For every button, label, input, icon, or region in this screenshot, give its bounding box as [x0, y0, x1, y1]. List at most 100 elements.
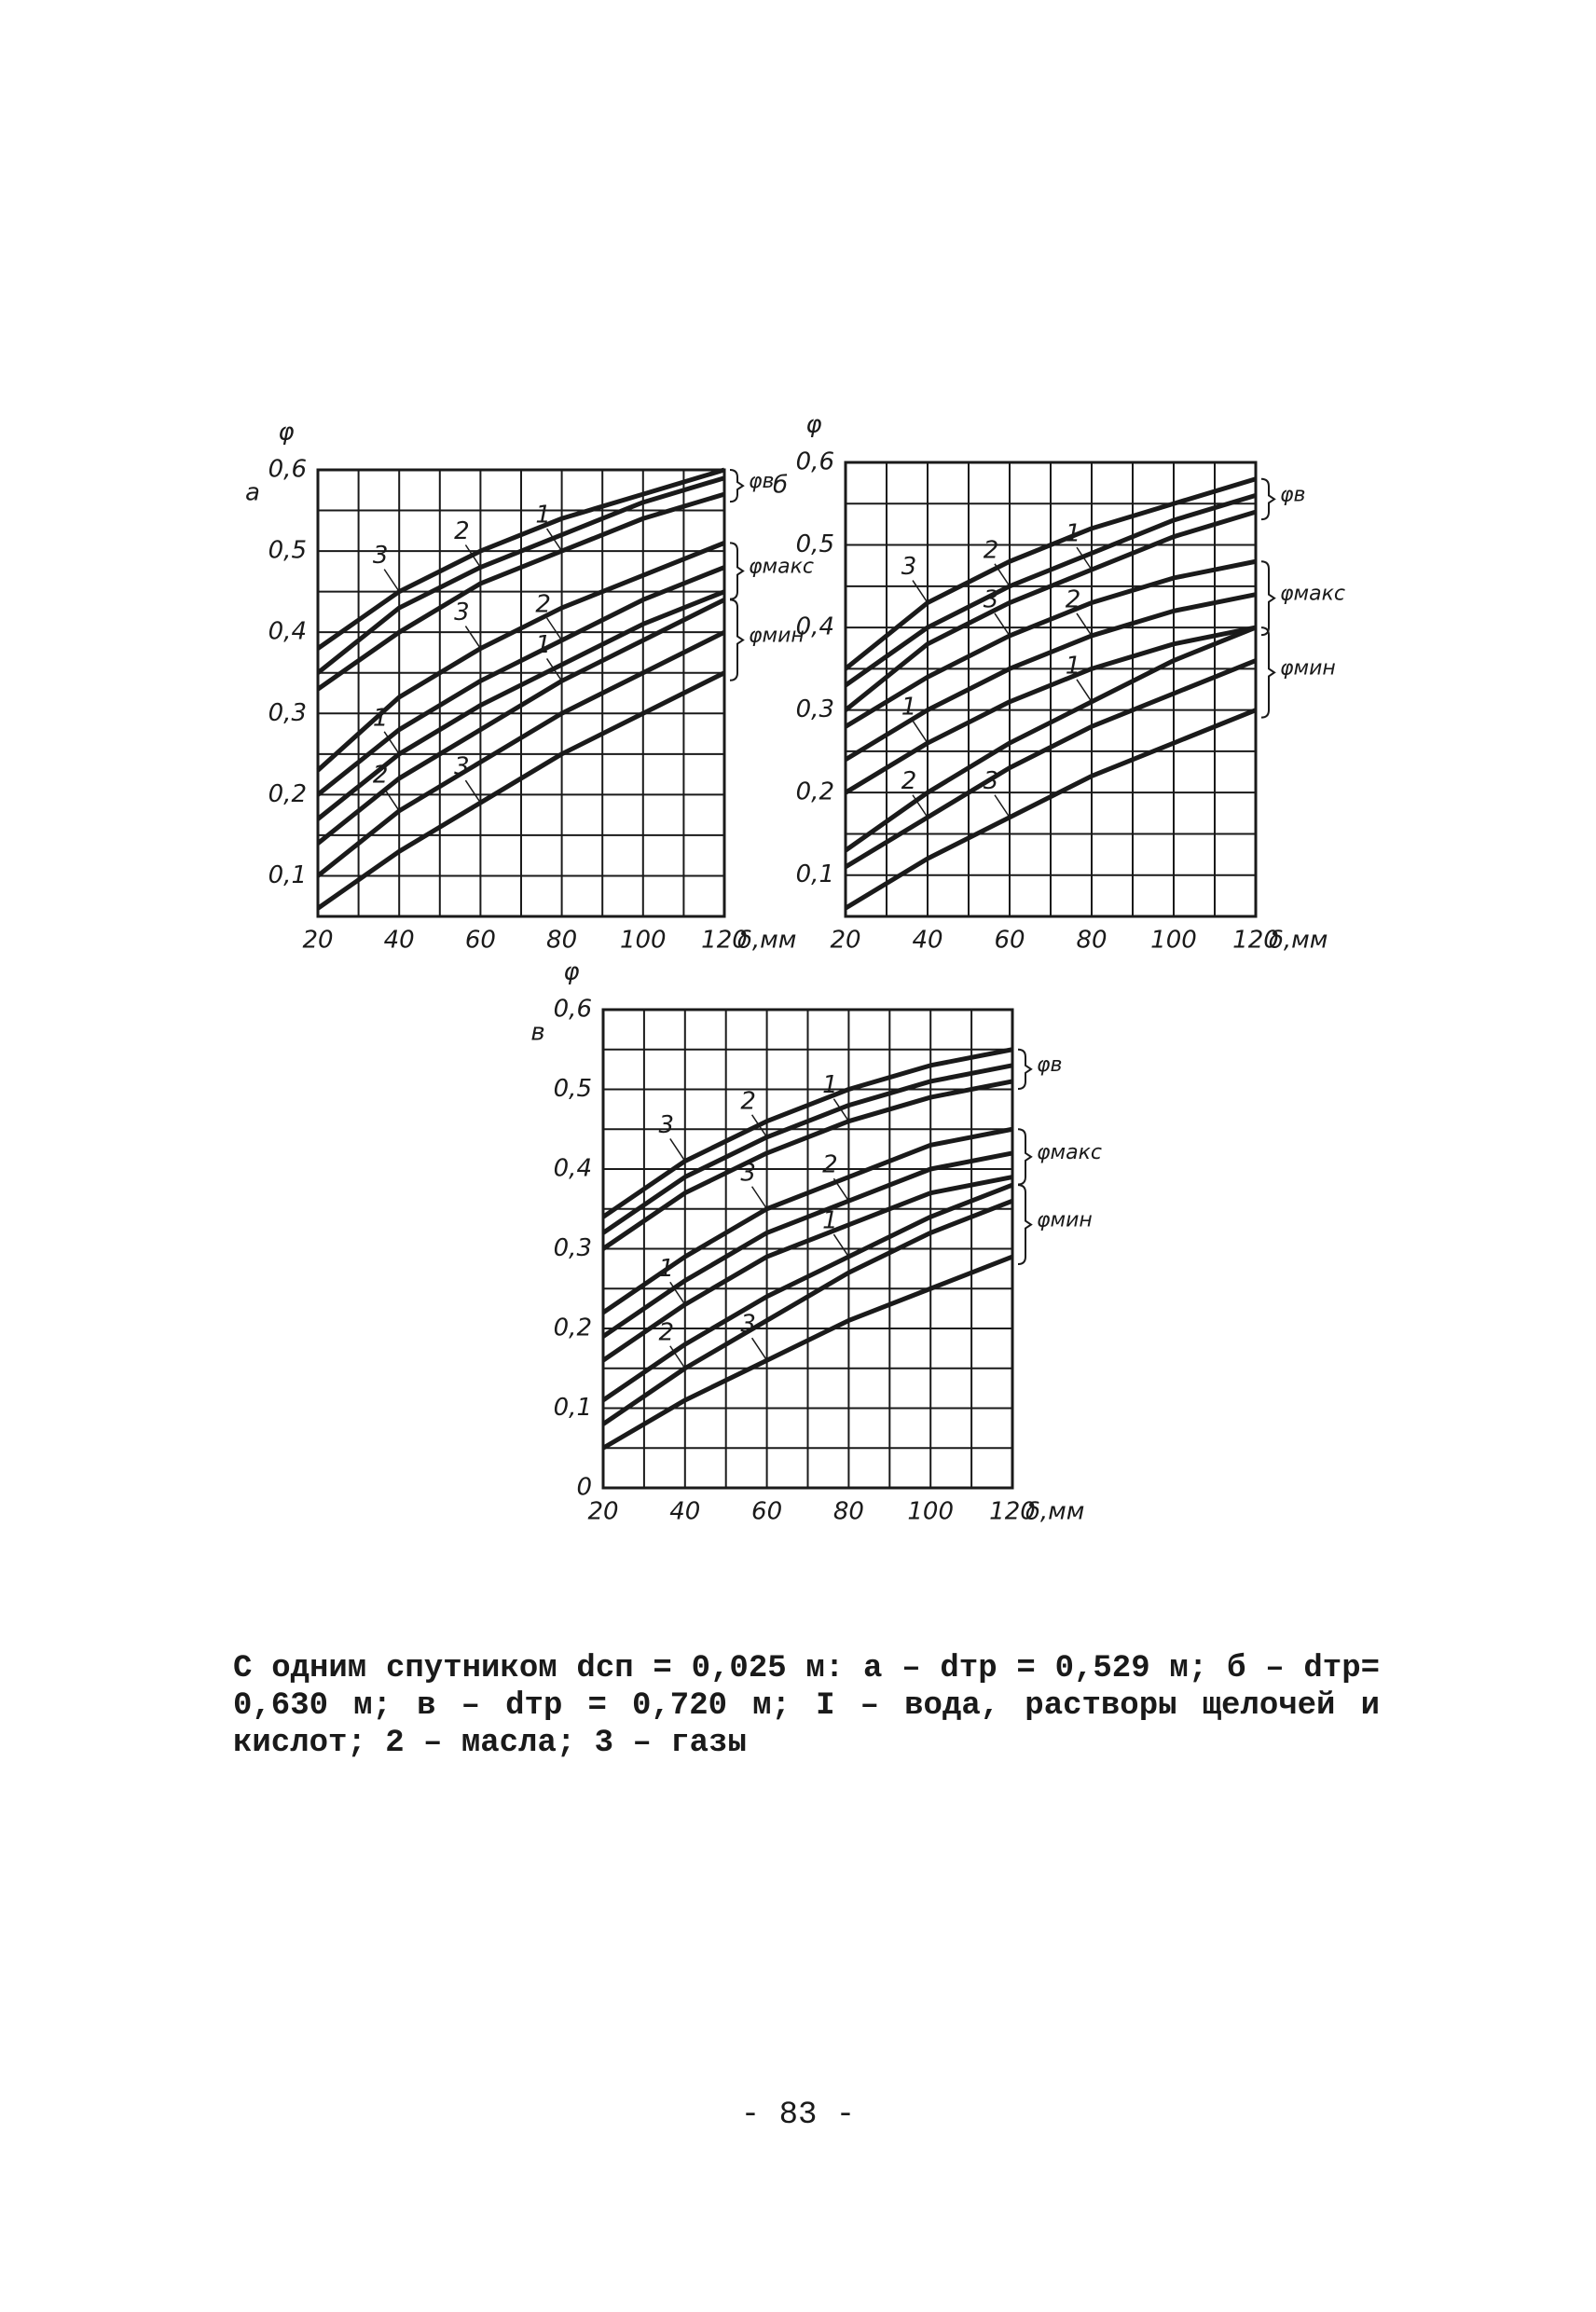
series-label: 3	[984, 585, 999, 613]
x-tick-label: 120	[701, 927, 748, 955]
label-leader	[832, 1233, 850, 1258]
series-label: 2	[984, 536, 999, 564]
series-label: 3	[454, 599, 470, 626]
label-leader	[669, 1281, 686, 1305]
series-label: 1	[901, 694, 917, 722]
label-leader	[912, 580, 929, 603]
label-leader	[669, 1345, 686, 1369]
y-tick-label: 0,3	[268, 699, 307, 727]
x-tick-label: 20	[830, 927, 860, 955]
x-tick-label: 40	[912, 927, 942, 955]
label-leader	[994, 794, 1011, 819]
y-tick-label: 0,2	[268, 780, 307, 808]
x-tick-label: 120	[1232, 927, 1279, 955]
group-label: φв	[749, 470, 774, 493]
series-label: 1	[1066, 652, 1081, 680]
y-tick-label: 0,4	[554, 1155, 592, 1183]
y-tick-label: 0,5	[554, 1075, 592, 1103]
curve	[316, 670, 726, 911]
y-tick-label: 0,2	[554, 1314, 592, 1342]
x-axis-label: δ,мм	[1269, 927, 1328, 955]
x-tick-label: 80	[833, 1498, 864, 1526]
curve	[316, 541, 725, 773]
series-label: 3	[740, 1311, 756, 1339]
curve	[844, 708, 1257, 911]
group-brace	[1017, 1184, 1033, 1266]
x-tick-label: 60	[465, 927, 496, 955]
curve	[601, 1047, 1013, 1219]
group-label: φмин	[749, 625, 805, 648]
label-leader	[545, 658, 563, 681]
curve	[844, 625, 1257, 853]
label-leader	[994, 563, 1011, 587]
y-axis-label: φ	[805, 411, 821, 439]
x-tick-label: 40	[384, 927, 415, 955]
y-tick-label: 0,1	[554, 1394, 592, 1422]
group-label: φмин	[1280, 656, 1336, 680]
series-label: 2	[822, 1151, 838, 1179]
panel-label: в	[530, 1019, 544, 1047]
group-label: φв	[1037, 1053, 1062, 1077]
series-label: 1	[373, 704, 389, 732]
label-leader	[464, 626, 482, 650]
y-tick-label: 0,3	[796, 695, 834, 723]
series-label: 2	[740, 1087, 756, 1115]
curve	[844, 558, 1257, 729]
group-brace	[1260, 477, 1276, 521]
label-leader	[912, 720, 929, 744]
series-label: 2	[659, 1318, 675, 1346]
group-brace	[1260, 560, 1276, 637]
curve	[844, 658, 1257, 870]
y-tick-label: 0	[576, 1474, 592, 1502]
label-leader	[669, 1138, 686, 1162]
curve	[601, 1063, 1013, 1235]
plot-frame	[844, 461, 1258, 918]
y-tick-label: 0,6	[554, 996, 592, 1024]
y-tick-label: 0,4	[268, 618, 307, 646]
label-leader	[545, 528, 563, 552]
series-label: 3	[740, 1159, 756, 1187]
x-tick-label: 80	[1076, 927, 1107, 955]
label-leader	[832, 1177, 850, 1202]
curve	[601, 1150, 1013, 1339]
label-leader	[1076, 612, 1093, 637]
x-tick-label: 100	[907, 1498, 954, 1526]
label-leader	[912, 794, 929, 819]
series-label: 1	[535, 502, 551, 530]
y-tick-label: 0,5	[268, 537, 307, 565]
y-axis-label: φ	[563, 958, 579, 986]
x-tick-label: 100	[620, 927, 667, 955]
curve	[316, 589, 725, 821]
x-tick-label: 40	[669, 1498, 700, 1526]
x-axis-label: δ,мм	[737, 927, 796, 955]
group-label: φмакс	[1280, 583, 1345, 606]
group-label: φмакс	[749, 556, 814, 579]
series-label: 2	[454, 517, 470, 545]
label-leader	[383, 569, 400, 593]
group-label: φв	[1280, 483, 1305, 506]
curve	[844, 509, 1257, 712]
x-tick-label: 20	[587, 1498, 618, 1526]
curve	[316, 629, 726, 878]
series-label: 1	[822, 1207, 838, 1235]
panel-label: а	[245, 479, 260, 507]
curve	[844, 476, 1257, 671]
label-leader	[750, 1337, 768, 1361]
group-brace	[1017, 1128, 1033, 1186]
series-label: 1	[659, 1255, 675, 1283]
curve	[316, 475, 725, 675]
curve	[601, 1182, 1013, 1403]
x-tick-label: 60	[994, 927, 1025, 955]
y-tick-label: 0,2	[796, 778, 834, 806]
group-brace	[729, 599, 745, 681]
curve	[844, 625, 1257, 795]
curve	[601, 1254, 1013, 1451]
label-leader	[994, 612, 1011, 637]
curve	[601, 1079, 1013, 1251]
y-tick-label: 0,6	[268, 456, 307, 484]
x-tick-label: 60	[751, 1498, 782, 1526]
x-tick-label: 100	[1150, 927, 1197, 955]
group-label: φмакс	[1037, 1141, 1102, 1164]
